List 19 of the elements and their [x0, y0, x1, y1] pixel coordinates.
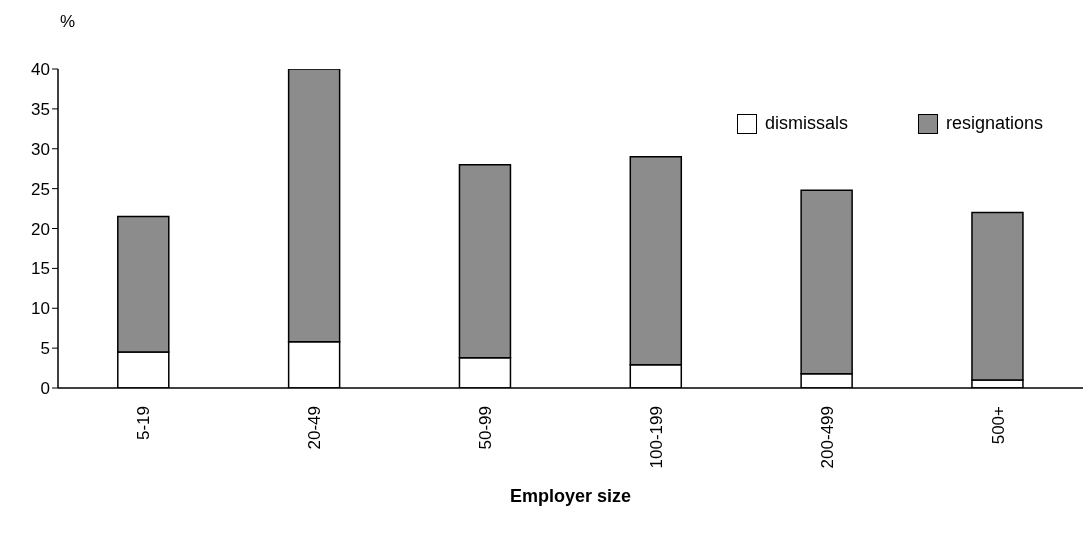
legend-label: dismissals [764, 113, 848, 134]
y-tick-label: 15 [31, 259, 50, 279]
y-axis-title: % [60, 12, 76, 32]
y-tick-label: 5 [40, 339, 50, 359]
x-tick-label: 500+ [988, 405, 1008, 445]
y-tick-label: 10 [31, 299, 50, 319]
x-tick-label: 50-99 [476, 406, 496, 450]
x-axis-title: Employer size [508, 486, 633, 507]
x-tick-label: 200-499 [817, 406, 837, 469]
y-tick-label: 35 [31, 99, 50, 119]
y-tick-label: 25 [31, 179, 50, 199]
y-tick-label: 40 [31, 60, 50, 80]
y-tick-label: 20 [31, 219, 50, 239]
y-tick-label: 0 [40, 379, 50, 399]
x-tick-label: 20-49 [305, 406, 325, 450]
x-tick-label: 5-19 [134, 406, 154, 441]
legend-label: resignations [945, 113, 1043, 134]
y-tick-label: 30 [31, 139, 50, 159]
x-tick-label: 100-199 [646, 406, 666, 469]
